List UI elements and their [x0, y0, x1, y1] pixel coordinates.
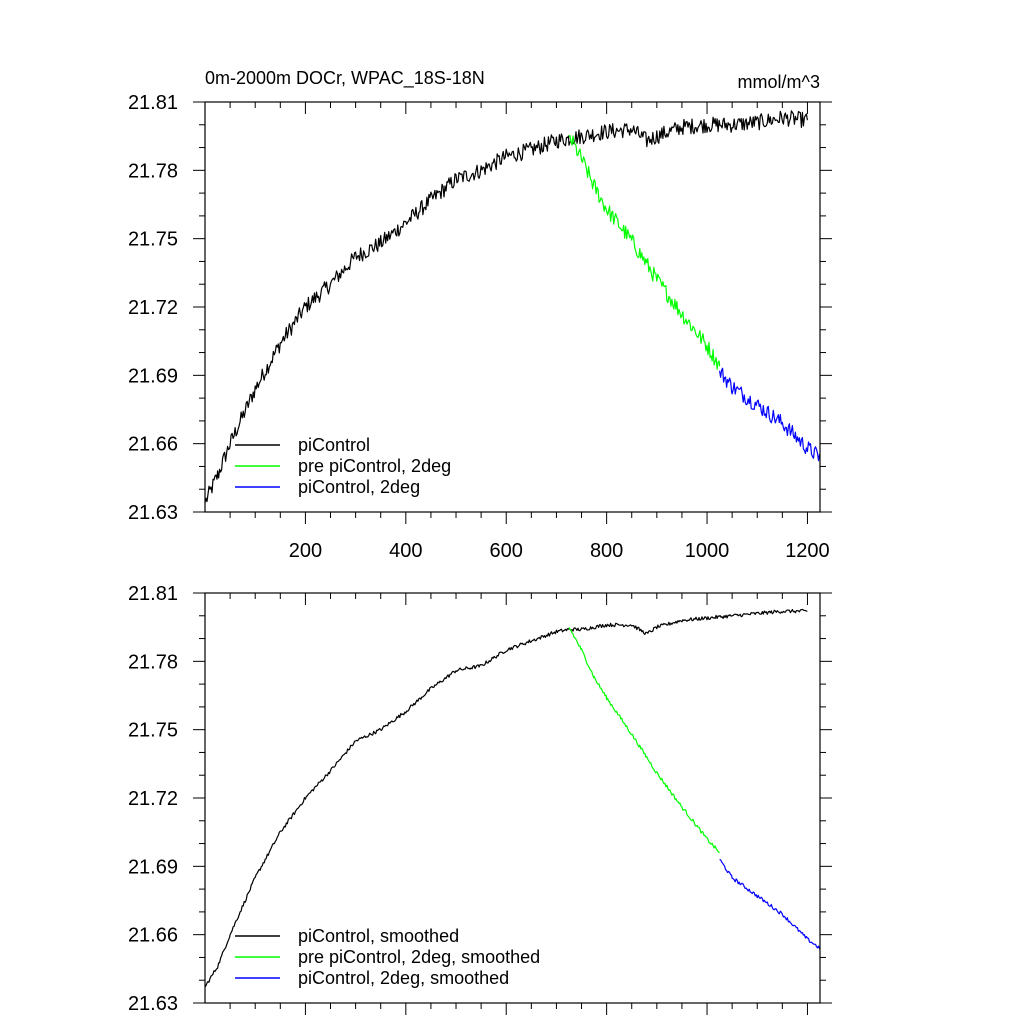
- top-y-tick-labels: 21.63 21.66 21.69 21.72 21.75 21.78 21.81: [128, 92, 178, 524]
- x-tick-label: 200: [289, 540, 322, 562]
- y-tick-label: 21.75: [128, 229, 178, 251]
- series-line: [568, 134, 721, 370]
- series-line: [205, 110, 808, 504]
- top-plot-area: [205, 110, 820, 504]
- y-tick-label: 21.75: [128, 720, 178, 742]
- y-tick-label: 21.63: [128, 993, 178, 1015]
- bottom-ticks: [193, 592, 832, 1015]
- y-tick-label: 21.72: [128, 788, 178, 810]
- legend-label: piControl, 2deg: [298, 477, 420, 497]
- y-tick-label: 21.63: [128, 502, 178, 524]
- y-tick-label: 21.69: [128, 365, 178, 387]
- top-x-tick-labels: 200 400 600 800 1000 1200: [289, 540, 830, 562]
- legend-label: piControl, smoothed: [298, 926, 459, 946]
- bottom-plot-area: [205, 608, 820, 988]
- x-tick-label: 400: [389, 540, 422, 562]
- legend-label: pre piControl, 2deg, smoothed: [298, 947, 540, 967]
- y-tick-label: 21.66: [128, 434, 178, 456]
- x-tick-label: 1000: [685, 540, 730, 562]
- y-tick-label: 21.66: [128, 925, 178, 947]
- series-line: [205, 608, 808, 988]
- y-tick-label: 21.81: [128, 92, 178, 114]
- series-line: [719, 858, 820, 950]
- bottom-y-tick-labels: 21.63 21.66 21.69 21.72 21.75 21.78 21.81: [128, 583, 178, 1015]
- legend-label: pre piControl, 2deg: [298, 456, 451, 476]
- x-tick-label: 1200: [785, 540, 830, 562]
- legend-label: piControl, 2deg, smoothed: [298, 968, 509, 988]
- series-line: [719, 367, 820, 462]
- y-tick-label: 21.78: [128, 160, 178, 182]
- y-tick-label: 21.81: [128, 583, 178, 605]
- y-tick-label: 21.72: [128, 297, 178, 319]
- units-label: mmol/m^3: [738, 72, 820, 92]
- y-tick-label: 21.78: [128, 651, 178, 673]
- top-frame: [204, 101, 821, 513]
- y-tick-label: 21.69: [128, 856, 178, 878]
- legend-label: piControl: [298, 435, 370, 455]
- series-line: [568, 626, 720, 854]
- chart-title: 0m-2000m DOCr, WPAC_18S-18N: [205, 68, 485, 89]
- top-panel: 0m-2000m DOCr, WPAC_18S-18N mmol/m^3 21.…: [128, 68, 832, 562]
- bottom-panel: 21.63 21.66 21.69 21.72 21.75 21.78 21.81 piCo…: [128, 583, 832, 1015]
- top-ticks: [193, 101, 832, 524]
- bottom-frame: [204, 592, 821, 1004]
- x-tick-label: 600: [490, 540, 523, 562]
- x-tick-label: 800: [590, 540, 623, 562]
